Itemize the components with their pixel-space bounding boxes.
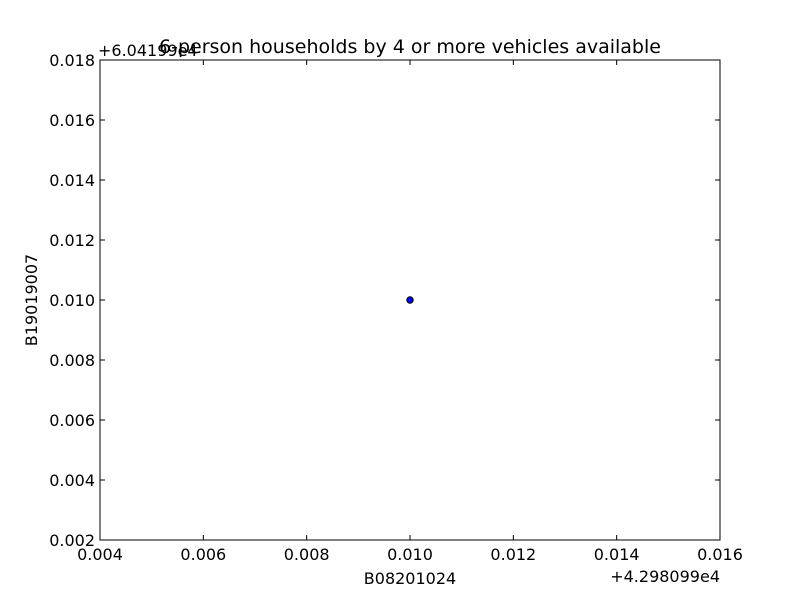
y-axis-label: B19019007 bbox=[22, 254, 41, 346]
x-tick-label: 0.008 bbox=[284, 545, 330, 564]
y-tick-label: 0.002 bbox=[49, 531, 95, 550]
y-tick-label: 0.018 bbox=[49, 51, 95, 70]
x-axis-label: B08201024 bbox=[364, 569, 456, 588]
y-offset-label: +6.04199e4 bbox=[98, 41, 198, 60]
x-ticks: 0.004 0.006 0.008 0.010 0.012 0.014 0.016 bbox=[77, 60, 743, 564]
x-tick-label: 0.012 bbox=[490, 545, 536, 564]
y-tick-label: 0.012 bbox=[49, 231, 95, 250]
x-offset-label: +4.298099e4 bbox=[610, 567, 720, 586]
x-tick-label: 0.014 bbox=[594, 545, 640, 564]
y-ticks: 0.002 0.004 0.006 0.008 0.010 0.012 0.014 0.016… bbox=[49, 51, 720, 550]
chart-title: 6-person households by 4 or more vehicle… bbox=[159, 36, 661, 58]
y-tick-label: 0.004 bbox=[49, 471, 95, 490]
y-tick-label: 0.014 bbox=[49, 171, 95, 190]
scatter-point bbox=[406, 296, 414, 304]
x-tick-label: 0.016 bbox=[697, 545, 743, 564]
x-tick-label: 0.006 bbox=[180, 545, 226, 564]
y-tick-label: 0.016 bbox=[49, 111, 95, 130]
x-tick-label: 0.010 bbox=[387, 545, 433, 564]
y-tick-label: 0.010 bbox=[49, 291, 95, 310]
data-points bbox=[406, 296, 414, 304]
y-tick-label: 0.008 bbox=[49, 351, 95, 370]
x-tick-label: 0.004 bbox=[77, 545, 123, 564]
y-tick-label: 0.006 bbox=[49, 411, 95, 430]
